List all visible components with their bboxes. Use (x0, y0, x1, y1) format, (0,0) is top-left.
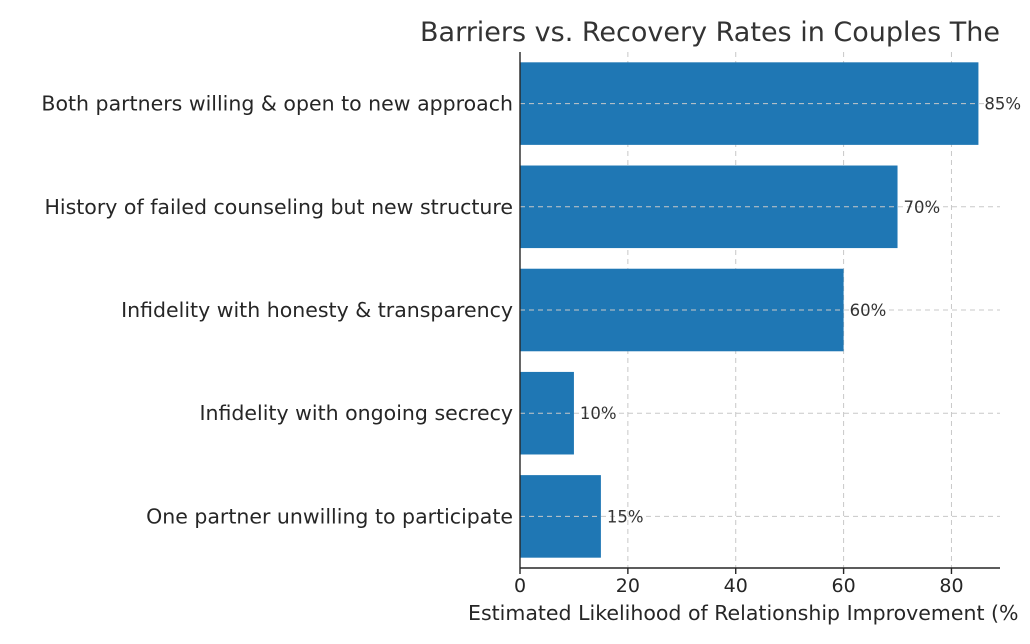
category-label-1: History of failed counseling but new str… (44, 195, 513, 219)
category-label-0: Both partners willing & open to new appr… (41, 92, 513, 116)
x-tick-label-3: 60 (832, 575, 856, 597)
x-tick-label-4: 80 (939, 575, 963, 597)
category-label-4: One partner unwilling to participate (146, 504, 513, 528)
category-labels: Both partners willing & open to new appr… (41, 92, 513, 529)
data-label-2: 60% (850, 301, 887, 320)
x-tick-label-1: 20 (616, 575, 640, 597)
category-label-3: Infidelity with ongoing secrecy (199, 401, 513, 425)
bar-3 (520, 371, 574, 455)
x-tick-label-2: 40 (724, 575, 748, 597)
data-label-1: 70% (904, 198, 941, 217)
data-label-3: 10% (580, 404, 617, 423)
x-tick-labels: 0 20 40 60 80 (514, 568, 964, 597)
bar-2 (520, 268, 844, 352)
data-labels: 85% 70% 60% 10% 15% (520, 95, 1021, 526)
bar-1 (520, 165, 898, 249)
category-label-2: Infidelity with honesty & transparency (121, 298, 513, 322)
data-label-0: 85% (984, 95, 1021, 114)
x-axis-label: Estimated Likelihood of Relationship Imp… (468, 601, 1018, 625)
x-tick-label-0: 0 (514, 575, 526, 597)
data-label-4: 15% (607, 507, 644, 526)
chart-title: Barriers vs. Recovery Rates in Couples T… (420, 17, 1000, 48)
